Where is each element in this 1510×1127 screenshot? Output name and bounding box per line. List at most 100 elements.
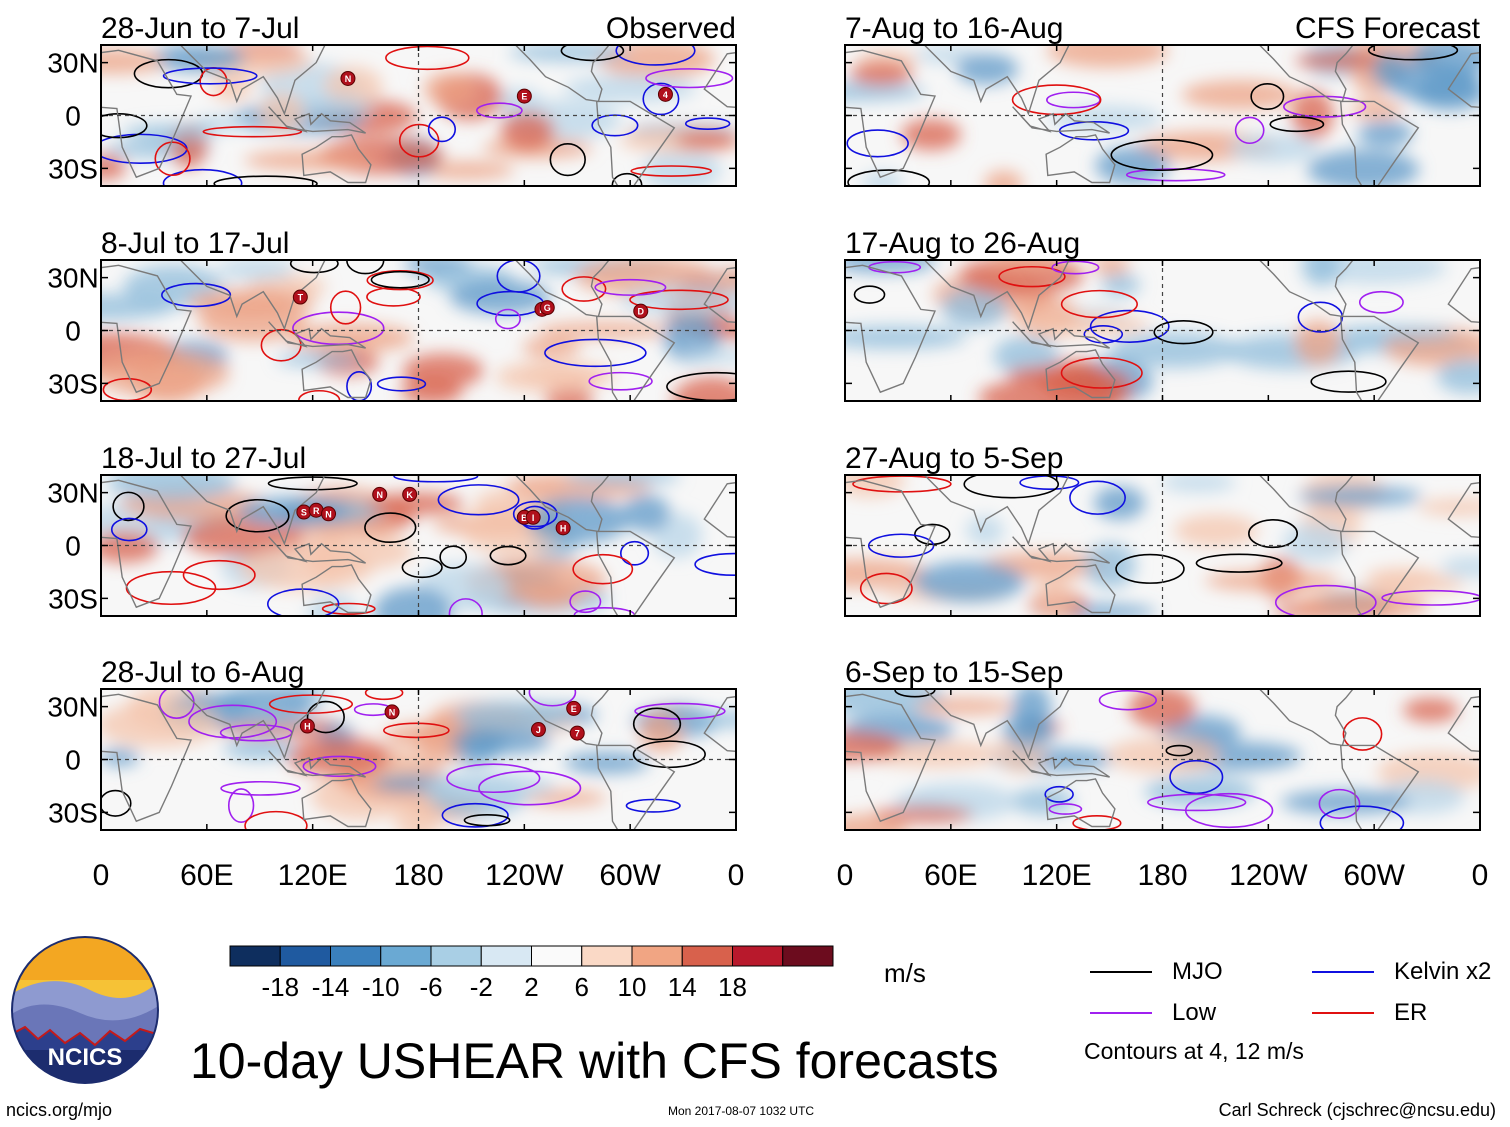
storm-label: 4 — [663, 90, 668, 100]
storm-marker: T — [292, 289, 308, 305]
panel: N E 4 30N 0 30S 28-Jun to 7-Jul — [47, 12, 737, 187]
storm-marker: N — [340, 70, 356, 86]
storm-label: E — [521, 92, 527, 102]
x-tick-label: 180 — [1137, 859, 1187, 892]
shear-field — [101, 689, 736, 830]
storm-label: N — [345, 74, 352, 84]
storm-marker: N — [372, 486, 388, 502]
storm-label: E — [571, 704, 577, 714]
colorbar-swatch — [782, 945, 834, 967]
shear-field — [845, 689, 1480, 830]
figure-title: 10-day USHEAR with CFS forecasts — [190, 1033, 999, 1089]
storm-label: T — [298, 293, 304, 303]
colorbar-tick-label: 2 — [524, 972, 538, 1002]
x-tick-label: 60E — [924, 859, 977, 892]
legend-swatch — [1312, 1012, 1374, 1014]
legend-swatch — [1090, 1012, 1152, 1014]
wave-contours — [101, 45, 734, 186]
y-tick-label: 30N — [47, 692, 98, 723]
storm-label: G — [544, 303, 551, 313]
legend-label: Kelvin x2 — [1394, 958, 1492, 985]
colorbar-tick-label: 18 — [718, 972, 747, 1002]
panel-date-label: 8-Jul to 17-Jul — [101, 227, 289, 260]
y-tick-label: 0 — [65, 531, 81, 562]
storm-label: R — [313, 506, 320, 516]
y-tick-label: 30N — [47, 263, 98, 294]
storm-marker: E — [516, 88, 532, 104]
storm-marker: 7 — [569, 725, 585, 741]
panel-date-label: 7-Aug to 16-Aug — [845, 12, 1063, 45]
storm-marker: R — [308, 502, 324, 518]
timestamp: Mon 2017-08-07 1032 UTC — [668, 1104, 815, 1118]
x-tick-label: 120E — [278, 859, 348, 892]
x-tick-label: 0 — [93, 859, 110, 892]
y-tick-label: 30S — [48, 583, 98, 614]
panel-date-label: 27-Aug to 5-Sep — [845, 442, 1063, 475]
panel-date-label: 28-Jul to 6-Aug — [101, 656, 304, 689]
site-url[interactable]: ncics.org/mjo — [6, 1100, 113, 1120]
units-label: m/s — [884, 958, 926, 988]
x-tick-label: 0 — [728, 859, 745, 892]
x-tick-label: 120E — [1022, 859, 1092, 892]
colorbar-tick-label: 6 — [575, 972, 589, 1002]
colorbar-tick-label: -2 — [470, 972, 493, 1002]
panel: 7-Aug to 16-Aug — [844, 12, 1481, 187]
storm-marker: H — [555, 520, 571, 536]
storm-marker: 4 — [657, 86, 673, 102]
panel-date-label: 17-Aug to 26-Aug — [845, 227, 1080, 260]
legend-swatch — [1090, 971, 1152, 973]
storm-label: I — [532, 513, 535, 523]
wave-contours — [846, 45, 1459, 186]
storm-marker: S — [296, 504, 312, 520]
panel-date-label: 28-Jun to 7-Jul — [101, 12, 299, 45]
colorbar-tick-label: 14 — [668, 972, 697, 1002]
storm-label: 7 — [575, 729, 580, 739]
colorbar-tick-label: 10 — [618, 972, 647, 1002]
y-tick-label: 30N — [47, 48, 98, 79]
observed-header: Observed — [606, 12, 736, 45]
panel: N H J E 7 30N 0 30S 28-Jul to 6-Aug — [47, 656, 737, 831]
legend-label: ER — [1394, 999, 1428, 1026]
wave-contours — [894, 689, 1405, 830]
storm-marker: D — [633, 303, 649, 319]
y-tick-label: 30N — [47, 478, 98, 509]
colorbar-swatch — [631, 945, 683, 967]
colorbar-swatch — [681, 945, 733, 967]
colorbar-swatch — [732, 945, 784, 967]
shear-field — [845, 45, 1480, 186]
y-tick-label: 0 — [65, 316, 81, 347]
colorbar-tick-label: -6 — [419, 972, 442, 1002]
contour-note: Contours at 4, 12 m/s — [1084, 1038, 1304, 1064]
colorbar-swatch — [229, 945, 281, 967]
storm-marker: H — [299, 718, 315, 734]
colorbar-swatch — [279, 945, 331, 967]
storm-label: B — [521, 513, 528, 523]
colorbar-tick-label: -18 — [261, 972, 299, 1002]
storm-label: D — [638, 307, 645, 317]
forecast-header: CFS Forecast — [1295, 12, 1481, 45]
coastlines — [845, 45, 1480, 186]
storm-marker: K — [402, 486, 418, 502]
x-tick-label: 120W — [485, 859, 564, 892]
panel: 17-Aug to 26-Aug — [844, 227, 1481, 402]
x-tick-label: 60W — [599, 859, 661, 892]
y-tick-label: 0 — [65, 745, 81, 776]
coastlines — [845, 260, 1480, 401]
legend-swatch — [1312, 971, 1374, 973]
x-tick-label: 0 — [1472, 859, 1489, 892]
colorbar-swatch — [380, 945, 432, 967]
storm-label: J — [536, 725, 541, 735]
legend-label: Low — [1172, 999, 1217, 1026]
coastlines — [101, 689, 736, 830]
colorbar-swatch — [531, 945, 583, 967]
y-tick-label: 30S — [48, 368, 98, 399]
shear-field — [101, 45, 736, 186]
colorbar-swatch — [581, 945, 633, 967]
ncics-logo: NCICS — [10, 935, 160, 1085]
coastlines — [845, 475, 1480, 616]
logo-text: NCICS — [48, 1044, 123, 1071]
coastlines — [101, 260, 736, 401]
coastlines — [101, 45, 736, 186]
